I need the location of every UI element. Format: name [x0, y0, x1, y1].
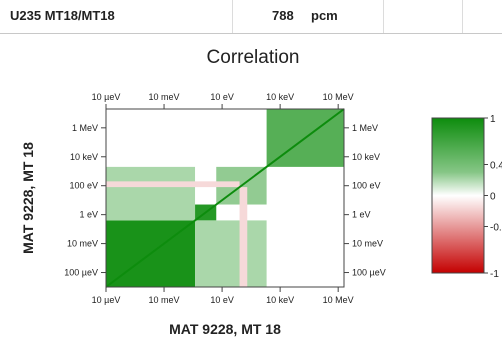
- column-divider: [232, 0, 233, 33]
- column-divider: [383, 0, 384, 33]
- header-row: U235 MT18/MT18 788 pcm: [0, 0, 502, 34]
- x-tick-label-top: 10 eV: [210, 92, 234, 102]
- y-tick-label-left: 100 µeV: [64, 268, 98, 278]
- colorbar-tick-label: -1: [490, 269, 499, 280]
- x-tick-label-bottom: 10 µeV: [92, 295, 121, 305]
- y-tick-label-left: 1 MeV: [72, 123, 98, 133]
- x-axis-label: MAT 9228, MT 18: [169, 321, 281, 337]
- x-tick-label-bottom: 10 meV: [149, 295, 180, 305]
- uncertainty-unit: pcm: [311, 8, 338, 23]
- y-axis-label: MAT 9228, MT 18: [20, 142, 36, 254]
- heatmap-block: [239, 187, 248, 287]
- x-tick-label-bottom: 10 keV: [266, 295, 294, 305]
- x-tick-label-bottom: 10 MeV: [323, 295, 354, 305]
- colorbar: [431, 117, 485, 274]
- y-tick-label-left: 10 meV: [67, 239, 98, 249]
- colorbar-tick-label: 0.4: [490, 161, 502, 172]
- heatmap-block: [195, 220, 267, 287]
- x-tick-label-top: 10 MeV: [323, 92, 354, 102]
- y-tick-label-right: 1 MeV: [352, 123, 378, 133]
- colorbar-tick-label: 0: [490, 192, 496, 203]
- correlation-chart: Correlation 10 µeV 10 µeV 10 meV 10 meV 10 eV…: [20, 47, 502, 337]
- heatmap-block: [106, 181, 240, 188]
- column-divider: [462, 0, 463, 33]
- colorbar-tick-label: 1: [490, 114, 496, 125]
- y-tick-label-left: 10 keV: [70, 152, 98, 162]
- y-tick-label-right: 100 eV: [352, 181, 381, 191]
- colorbar-tick-label: -0.: [490, 223, 502, 234]
- y-tick-label-right: 10 keV: [352, 152, 380, 162]
- x-tick-label-top: 10 keV: [266, 92, 294, 102]
- y-tick-label-left: 100 eV: [69, 181, 98, 191]
- y-tick-label-right: 1 eV: [352, 210, 371, 220]
- plot-frame: [105, 108, 345, 288]
- y-tick-label-right: 100 µeV: [352, 268, 386, 278]
- y-tick-label-left: 1 eV: [79, 210, 98, 220]
- x-tick-label-bottom: 10 eV: [210, 295, 234, 305]
- chart-title: Correlation: [207, 47, 300, 68]
- reaction-label: U235 MT18/MT18: [10, 8, 115, 23]
- x-tick-label-top: 10 meV: [149, 92, 180, 102]
- x-tick-label-top: 10 µeV: [92, 92, 121, 102]
- heatmap-block: [106, 166, 196, 221]
- y-tick-label-right: 10 meV: [352, 239, 383, 249]
- uncertainty-value: 788: [272, 8, 294, 23]
- diagonal-line: [105, 108, 345, 288]
